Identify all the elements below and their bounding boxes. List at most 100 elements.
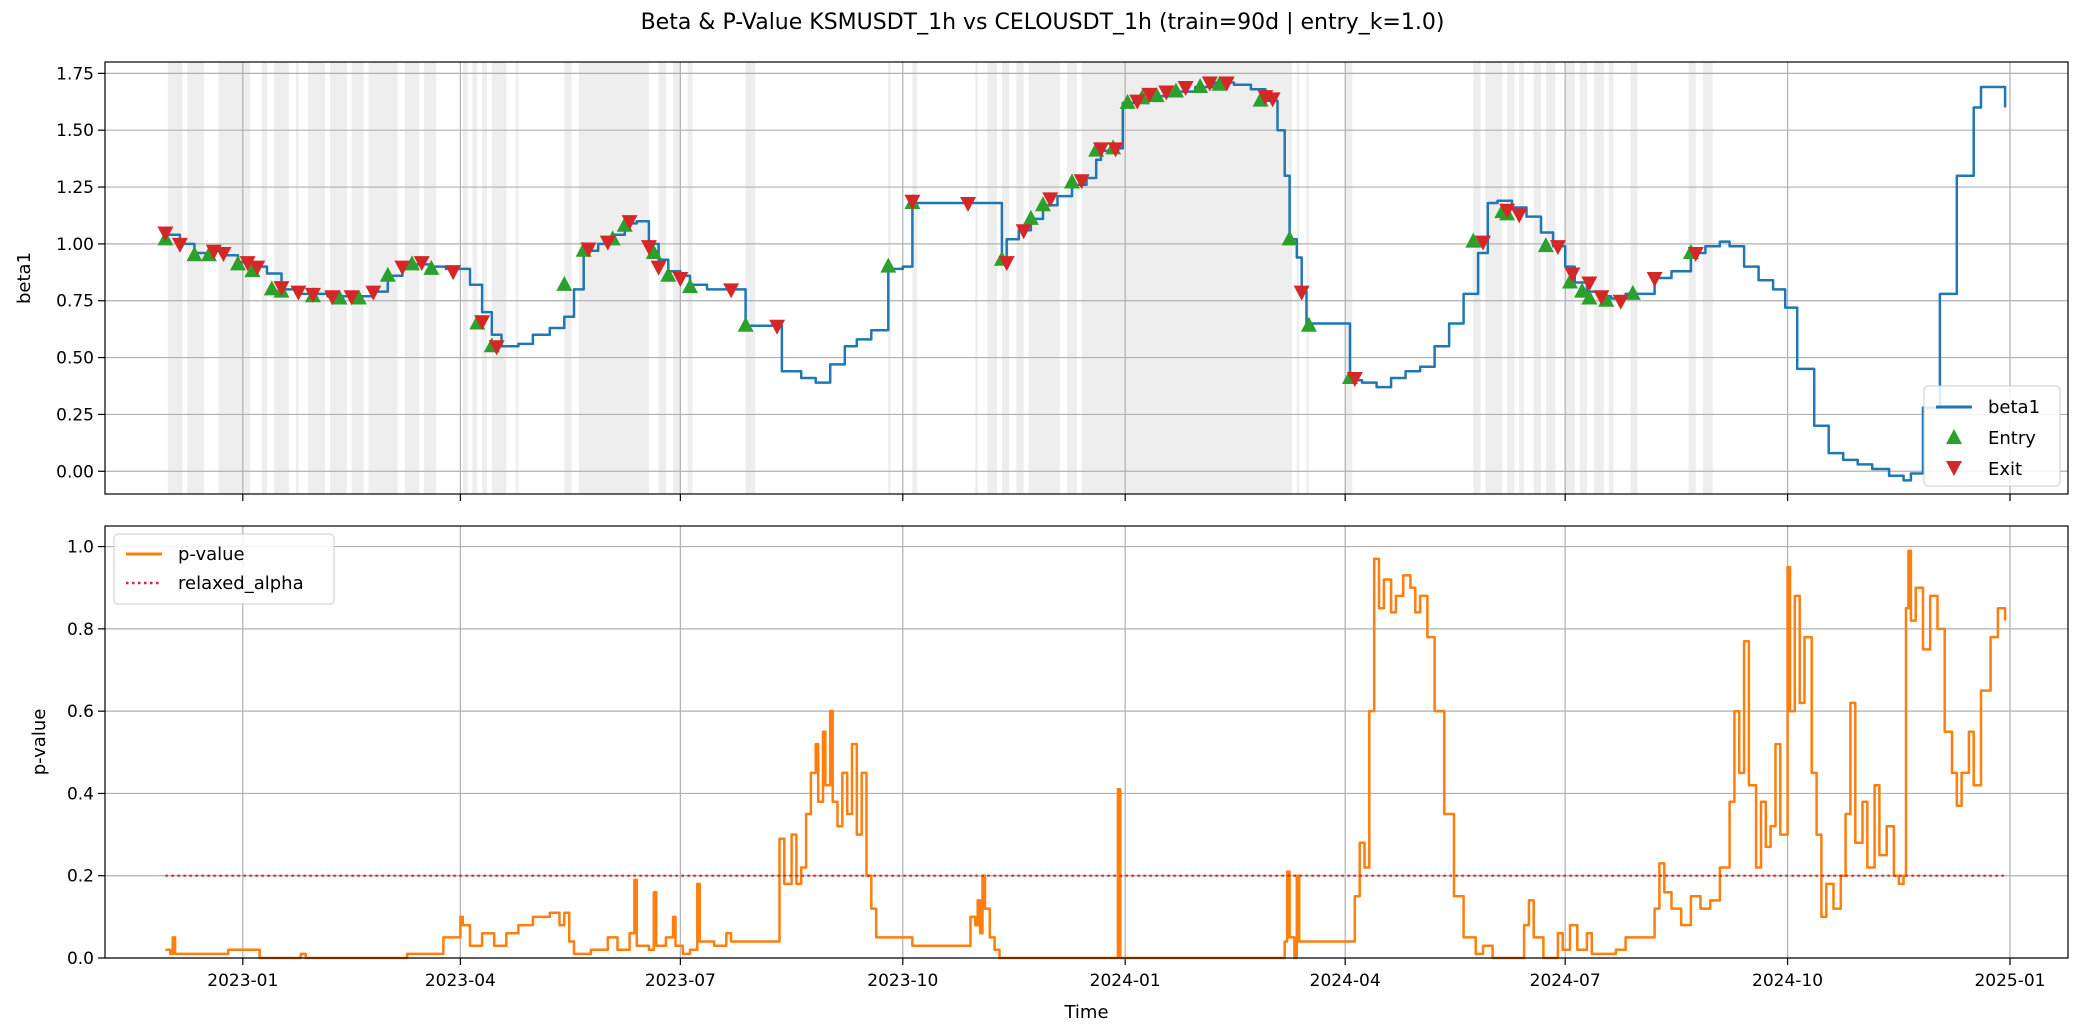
exit-marker: [324, 290, 341, 306]
entry-marker: [1034, 196, 1051, 212]
x-tick-label: 2025-01: [1974, 971, 2045, 991]
shaded-region: [658, 62, 666, 494]
exit-marker: [1129, 94, 1146, 110]
entry-marker: [1063, 173, 1080, 189]
shaded-region: [1533, 62, 1541, 494]
shaded-region: [262, 62, 267, 494]
shaded-region: [912, 62, 918, 494]
legend-label-entry: Entry: [1988, 428, 2036, 449]
exit-marker: [1646, 272, 1663, 287]
shaded-region: [1507, 62, 1515, 494]
entry-marker: [737, 316, 754, 332]
exit-marker: [1201, 76, 1218, 92]
y-tick-label: 1.75: [56, 64, 94, 84]
entry-marker: [660, 266, 677, 282]
shaded-region: [1630, 62, 1638, 494]
shaded-region: [975, 62, 978, 494]
exit-marker: [1264, 92, 1281, 108]
entry-marker: [1624, 284, 1641, 300]
axes-frame: [104, 61, 2069, 495]
y-tick-label: 1.50: [56, 121, 94, 141]
exit-marker: [599, 235, 616, 251]
shaded-region: [1081, 62, 1292, 494]
exit-marker: [1564, 267, 1581, 283]
entry-marker: [556, 275, 573, 291]
shaded-region: [1608, 62, 1614, 494]
legend-box: [113, 533, 335, 605]
shaded-region: [295, 62, 299, 494]
exit-marker: [998, 256, 1015, 272]
axes-frame: [104, 525, 2069, 959]
shaded-region: [745, 62, 756, 494]
shaded-region: [1594, 62, 1604, 494]
shaded-region: [329, 62, 347, 494]
legend-label-relaxed-alpha: relaxed_alpha: [178, 573, 304, 594]
exit-marker: [1141, 87, 1158, 103]
exit-marker: [304, 287, 321, 303]
shaded-region: [1545, 62, 1556, 494]
exit-marker: [672, 272, 689, 287]
exit-marker: [445, 265, 462, 281]
entry-marker: [880, 257, 897, 273]
y-tick-label: 0.8: [67, 620, 94, 640]
entry-marker: [1167, 82, 1184, 98]
shaded-region: [424, 62, 437, 494]
shaded-region: [1702, 62, 1713, 494]
y-axis-label: p-value: [29, 709, 50, 776]
exit-marker: [343, 290, 360, 306]
entry-marker: [263, 280, 280, 296]
entry-marker: [331, 289, 348, 305]
figure-title: Beta & P-Value KSMUSDT_1h vs CELOUSDT_1h…: [640, 10, 1445, 35]
x-tick-label: 2024-10: [1752, 971, 1823, 991]
exit-marker: [394, 260, 411, 276]
exit-marker: [249, 260, 266, 276]
x-axis-label: Time: [1063, 1002, 1108, 1023]
shaded-region: [167, 62, 183, 494]
entry-marker: [229, 255, 246, 271]
y-tick-label: 0.6: [67, 702, 94, 722]
entry-marker: [1300, 316, 1317, 332]
entry-marker: [1022, 209, 1039, 225]
exit-marker: [1499, 203, 1516, 219]
shaded-region: [404, 62, 420, 494]
exit-marker: [1474, 235, 1491, 251]
shaded-region: [1028, 62, 1060, 494]
shaded-region: [564, 62, 572, 494]
exit-marker: [1593, 290, 1610, 306]
entry-marker: [1281, 230, 1298, 246]
exit-marker: [1612, 294, 1629, 310]
exit-marker: [1073, 174, 1090, 190]
entry-marker: [1465, 232, 1482, 248]
legend-label-beta1: beta1: [1988, 397, 2040, 418]
panel-beta: 0.00 0.25 0.50 0.75 1.00 1.25 1.50 1.75 beta1 bet…: [14, 61, 2069, 501]
x-tick-label: 2024-07: [1530, 971, 1601, 991]
entry-marker: [682, 278, 699, 294]
shaded-region: [462, 62, 468, 494]
y-tick-label: 0.00: [56, 462, 94, 482]
exit-marker: [769, 319, 786, 335]
entry-marker: [1537, 237, 1554, 253]
entry-marker: [1581, 289, 1598, 305]
exit-marker: [1093, 142, 1110, 158]
shaded-region: [987, 62, 998, 494]
exit-marker: [621, 215, 638, 231]
exit-marker: [723, 283, 740, 299]
shaded-region: [1001, 62, 1010, 494]
y-tick-label: 0.4: [67, 784, 94, 804]
x-tick-label: 2023-10: [867, 971, 938, 991]
entry-marker: [1119, 93, 1136, 109]
legend-label-exit: Exit: [1988, 459, 2022, 480]
shaded-region: [491, 62, 507, 494]
shaded-region: [1519, 62, 1525, 494]
exit-marker: [1581, 276, 1598, 292]
y-tick-label: 0.25: [56, 405, 94, 425]
entry-marker: [1192, 78, 1209, 94]
y-tick-label: 0.2: [67, 867, 94, 887]
shaded-region: [1485, 62, 1503, 494]
shaded-region: [218, 62, 251, 494]
entry-marker: [1561, 273, 1578, 289]
legend-swatch-exit: [1946, 461, 1962, 476]
exit-marker: [215, 246, 232, 262]
shaded-region: [308, 62, 325, 494]
shaded-region: [578, 62, 649, 494]
